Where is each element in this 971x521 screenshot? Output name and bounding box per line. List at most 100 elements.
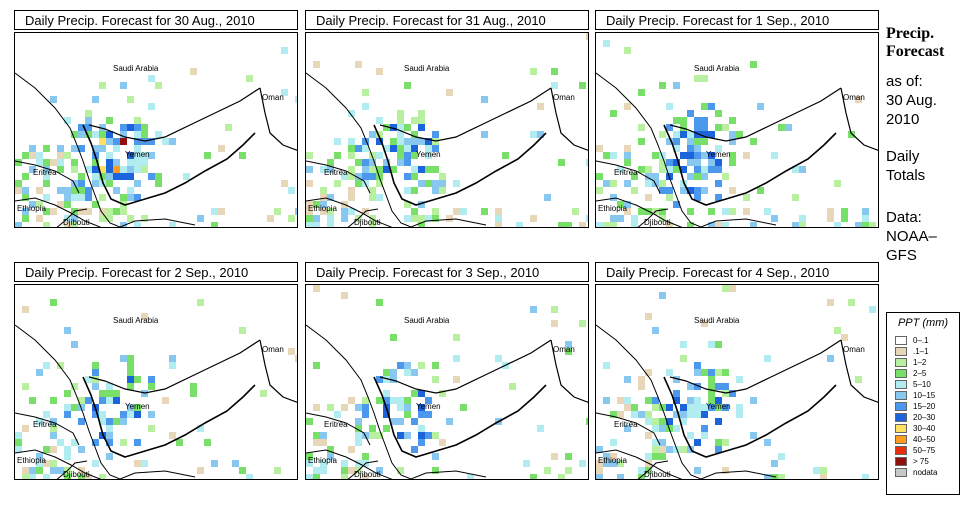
precip-cell <box>246 75 253 82</box>
boundary-line <box>15 72 122 227</box>
precip-cell <box>418 411 425 418</box>
boundary-line <box>56 460 88 479</box>
precip-cell <box>134 166 141 173</box>
map-label-oman: Oman <box>843 345 865 354</box>
precip-cell <box>624 425 631 432</box>
precip-cell <box>397 117 404 124</box>
precip-cell <box>43 460 50 467</box>
boundary-line <box>306 449 393 479</box>
precip-cell <box>78 145 85 152</box>
precip-cell <box>652 173 659 180</box>
precip-cell <box>729 159 736 166</box>
precip-cell <box>36 215 43 222</box>
boundary-line <box>699 470 777 479</box>
panel-title: Daily Precip. Forecast for 30 Aug., 2010 <box>14 10 298 30</box>
panel-title: Daily Precip. Forecast for 3 Sep., 2010 <box>305 262 589 282</box>
precip-cell <box>694 439 701 446</box>
precip-cell <box>659 425 666 432</box>
precip-cell <box>778 474 785 479</box>
precip-cell <box>645 369 652 376</box>
legend-label: nodata <box>913 468 938 477</box>
precip-cell <box>645 180 652 187</box>
precip-cell <box>666 124 673 131</box>
precip-cell <box>141 131 148 138</box>
precip-cell <box>708 103 715 110</box>
precip-cell <box>376 467 383 474</box>
precip-cell <box>411 446 418 453</box>
precip-cell <box>348 145 355 152</box>
precip-cell <box>50 159 57 166</box>
precip-cell <box>645 418 652 425</box>
precip-cell <box>645 432 652 439</box>
precip-cell <box>722 369 729 376</box>
precip-cell <box>383 411 390 418</box>
precip-cell <box>617 166 624 173</box>
map-label-djibouti: Djibouti <box>354 470 381 479</box>
precip-cell <box>29 145 36 152</box>
precip-cell <box>432 187 439 194</box>
precip-cell <box>652 446 659 453</box>
precip-cell <box>624 397 631 404</box>
precip-cell <box>638 124 645 131</box>
precip-cell <box>306 201 313 208</box>
map-label-yemen: Yemen <box>416 150 441 159</box>
precip-cell <box>355 418 362 425</box>
precip-cell <box>15 187 22 194</box>
precip-cell <box>85 166 92 173</box>
precip-cell <box>306 418 313 425</box>
legend-label: 15–20 <box>913 402 936 411</box>
precip-cell <box>652 397 659 404</box>
precip-cell <box>418 425 425 432</box>
precip-cell <box>586 159 588 166</box>
precip-cell <box>106 131 113 138</box>
precip-cell <box>57 166 64 173</box>
precip-cell <box>558 159 565 166</box>
precip-cell <box>523 460 530 467</box>
precip-cell <box>446 418 453 425</box>
precip-cell <box>680 166 687 173</box>
precip-cell <box>481 208 488 215</box>
map-label-eritrea: Eritrea <box>33 168 57 177</box>
map-area: Saudi Arabia Oman Yemen Eritrea Ethiopia Djib… <box>305 32 589 228</box>
precip-cell <box>659 418 666 425</box>
precip-cell <box>694 117 701 124</box>
precip-cell <box>495 208 502 215</box>
panel-title: Daily Precip. Forecast for 4 Sep., 2010 <box>595 262 879 282</box>
precip-cell <box>50 397 57 404</box>
map-area: Saudi Arabia Oman Yemen Eritrea Ethiopia Djib… <box>305 284 589 480</box>
precip-cell <box>687 173 694 180</box>
precip-cell <box>694 362 701 369</box>
precip-cell <box>666 222 673 227</box>
precip-cell <box>327 194 334 201</box>
precip-cell <box>113 138 120 145</box>
precip-cell <box>99 418 106 425</box>
precip-cell <box>680 418 687 425</box>
precip-cell <box>376 68 383 75</box>
precip-cell <box>418 201 425 208</box>
precip-cell <box>439 180 446 187</box>
as-of-label: as of: <box>886 73 923 90</box>
precip-cell <box>404 432 411 439</box>
precip-cell <box>666 446 673 453</box>
precip-cell <box>218 145 225 152</box>
as-of-date: 30 Aug. <box>886 92 937 109</box>
precip-cell <box>645 411 652 418</box>
precip-cell <box>694 404 701 411</box>
precip-cell <box>355 432 362 439</box>
precip-cell <box>673 411 680 418</box>
precip-cell <box>320 467 327 474</box>
precip-cell <box>92 145 99 152</box>
side-title-line2: Forecast <box>886 43 945 60</box>
precip-cell <box>313 61 320 68</box>
precip-cell <box>558 222 565 227</box>
precip-cell <box>659 453 666 460</box>
as-of-block: as of: 30 Aug. 2010 <box>886 72 937 129</box>
precip-cell <box>771 460 778 467</box>
precip-cell <box>659 446 666 453</box>
precip-cell <box>586 215 588 222</box>
side-title-line1: Precip. <box>886 25 935 42</box>
precip-cell <box>348 446 355 453</box>
precip-cell <box>411 138 418 145</box>
map-label-yemen: Yemen <box>416 402 441 411</box>
precip-cell <box>295 96 297 103</box>
